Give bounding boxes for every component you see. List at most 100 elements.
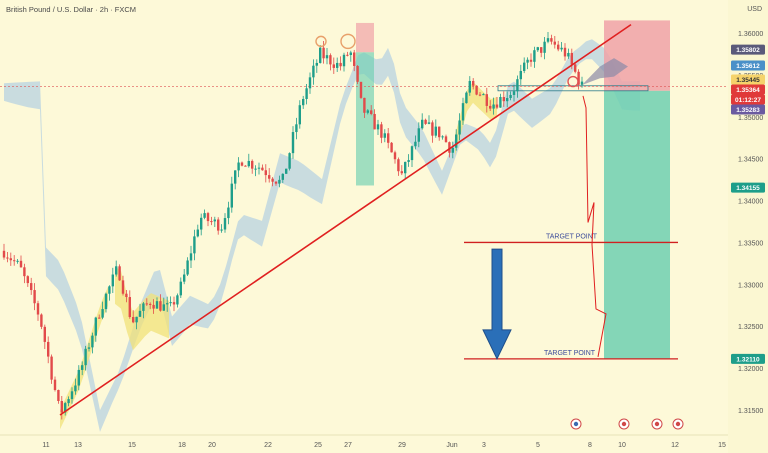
candle-body [526, 59, 529, 63]
x-tick-label: Jun [446, 442, 457, 449]
candle-body [257, 167, 261, 169]
y-tick-label: 1.35000 [738, 115, 763, 122]
candle-body [298, 105, 301, 125]
candle-body [193, 236, 196, 254]
candle-body [376, 124, 380, 130]
candle-body [132, 316, 135, 323]
x-tick-label: 11 [42, 442, 49, 449]
candle-body [43, 326, 46, 342]
candle-body [98, 317, 101, 319]
candle-body [308, 77, 312, 89]
candle-body [516, 79, 519, 92]
candle-body [448, 142, 451, 153]
candle-body [336, 62, 339, 68]
candle-body [217, 219, 220, 231]
price-tag-label: 1.35612 [736, 63, 760, 70]
candle-body [159, 301, 162, 311]
price-tag-label: 1.35445 [736, 77, 760, 84]
candle-body [203, 213, 206, 218]
candle-body [400, 171, 403, 174]
y-tick-label: 1.34500 [738, 157, 763, 164]
candle-body [441, 136, 444, 138]
x-tick-label: 13 [74, 442, 82, 449]
candle-body [465, 92, 468, 104]
candle-body [533, 50, 536, 62]
candle-body [291, 132, 295, 154]
candle-body [74, 385, 77, 392]
candle-body [104, 293, 108, 310]
swing-high-marker [315, 35, 327, 48]
x-tick-label: 18 [178, 442, 186, 449]
x-tick-label: 25 [314, 442, 322, 449]
candle-body [125, 293, 128, 298]
stop-loss-zone [604, 20, 670, 91]
candle-body [424, 119, 427, 124]
candle-body [322, 47, 325, 59]
event-icon[interactable] [651, 418, 663, 430]
ichimoku-cloud-bullish [4, 39, 640, 432]
candle-body [366, 110, 369, 113]
candle-body [495, 104, 499, 108]
candle-body [220, 229, 223, 231]
target-label: TARGET POINT [544, 350, 596, 357]
event-icon[interactable] [672, 418, 684, 430]
price-tag [731, 94, 765, 105]
candle-body [288, 153, 291, 169]
candle-body [557, 44, 560, 50]
candle-body [26, 276, 29, 284]
candle-body [546, 38, 550, 42]
y-tick-label: 1.34000 [738, 199, 763, 206]
candle-body [237, 162, 240, 171]
candle-body [213, 219, 216, 222]
y-tick-label: 1.31500 [738, 408, 763, 415]
candle-body [302, 98, 305, 106]
price-tag-label: 1.32110 [736, 356, 760, 363]
candle-body [468, 80, 471, 93]
candle-body [264, 170, 267, 176]
event-icon[interactable] [570, 418, 582, 430]
candle-body [234, 170, 237, 184]
price-tag [731, 44, 765, 55]
candle-body [315, 62, 318, 66]
candle-body [206, 213, 210, 222]
candle-body [485, 94, 488, 106]
candle-body [393, 152, 397, 160]
price-tag-label: 1.35802 [736, 47, 760, 54]
candle-body [70, 391, 74, 400]
candle-body [162, 304, 165, 311]
candle-body [373, 113, 376, 130]
candle-body [339, 62, 342, 67]
candle-body [342, 54, 346, 67]
candle-body [138, 310, 142, 317]
candle-body [451, 147, 454, 153]
candle-body [570, 52, 573, 65]
event-icon[interactable] [618, 418, 630, 430]
ascending-trendline [59, 23, 632, 416]
candle-body [370, 110, 373, 114]
candle-body [115, 266, 118, 275]
candle-body [23, 267, 26, 277]
candle-body [227, 207, 230, 219]
candle-body [482, 94, 485, 96]
currency-label[interactable]: USD [747, 6, 762, 13]
candle-body [438, 126, 441, 138]
candle-body [13, 260, 16, 262]
candle-body [417, 128, 420, 142]
candle-body [553, 41, 556, 45]
candle-body [431, 122, 434, 136]
y-tick-label: 1.36000 [738, 31, 763, 38]
candle-body [509, 94, 512, 99]
swing-high-marker [340, 33, 356, 50]
candle-body [210, 221, 213, 223]
candle-body [155, 301, 159, 309]
candle-body [472, 80, 475, 86]
x-tick-label: 10 [618, 442, 626, 449]
candle-body [325, 55, 329, 59]
candle-body [176, 295, 179, 305]
candle-body [172, 302, 176, 305]
candle-body [560, 47, 563, 50]
candle-body [9, 258, 12, 261]
candle-body [305, 88, 308, 99]
candle-body [94, 317, 97, 336]
